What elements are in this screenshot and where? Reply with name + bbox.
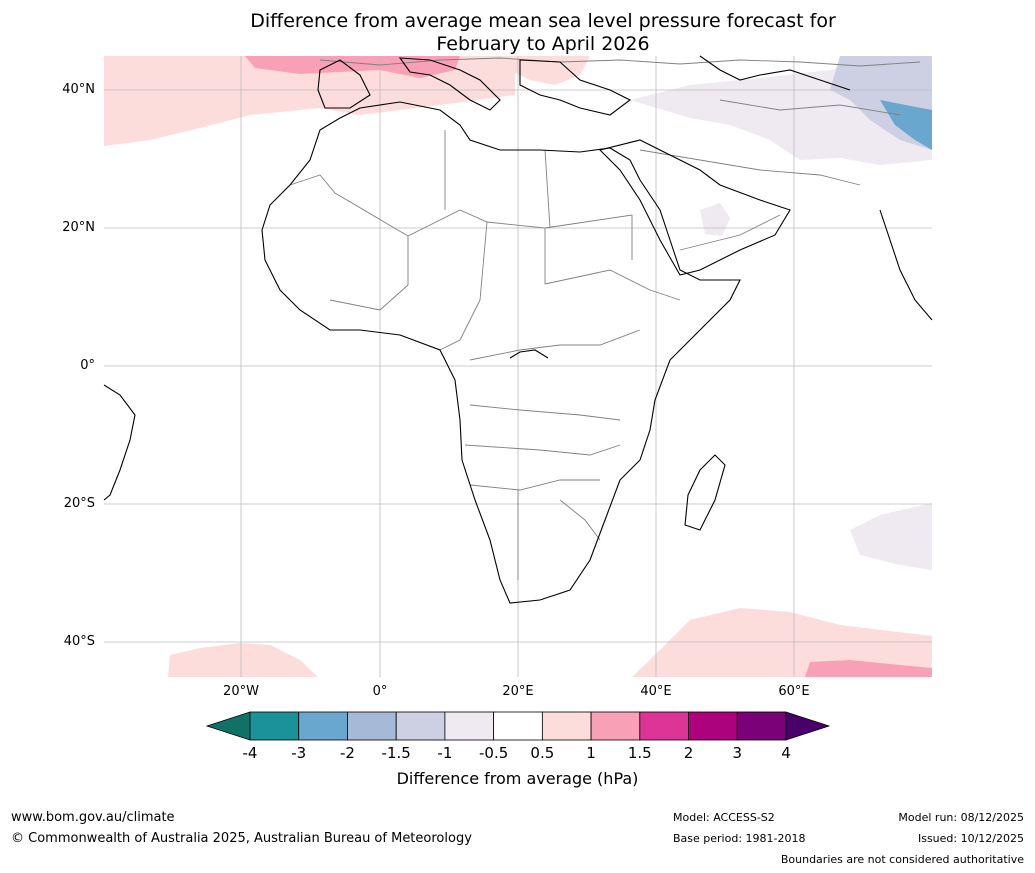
colorbar-tick-label: 1 xyxy=(586,744,596,762)
map-title: Difference from average mean sea level p… xyxy=(0,10,1035,56)
colorbar-tick-label: 2 xyxy=(683,744,694,762)
country-borders xyxy=(289,57,921,580)
anomaly-shading xyxy=(104,56,932,677)
lat-label-20n: 20°N xyxy=(62,220,95,235)
title-line-1: Difference from average mean sea level p… xyxy=(250,10,836,32)
iberia-coastline xyxy=(317,59,371,109)
colorbar-segment xyxy=(590,711,641,741)
colorbar-tick-label: -1.5 xyxy=(381,744,411,762)
footer-base-period: Base period: 1981-2018 xyxy=(673,832,806,845)
anomaly-area-indian-ocean xyxy=(850,503,932,570)
colorbar-segment xyxy=(736,711,787,741)
footer-disclaimer: Boundaries are not considered authoritat… xyxy=(780,853,1024,866)
lat-label-40s: 40°S xyxy=(63,634,95,649)
colorbar-tick-label: 4 xyxy=(781,744,791,762)
colorbar xyxy=(205,711,831,741)
lake-victoria-coastline xyxy=(509,349,549,359)
colorbar-extend-low xyxy=(205,711,251,741)
colorbar-segment xyxy=(541,711,592,741)
colorbar-tick-label: -3 xyxy=(291,744,307,762)
lon-label-20e: 20°E xyxy=(502,684,534,699)
colorbar-segment xyxy=(444,711,495,741)
colorbar-segment xyxy=(688,711,738,741)
colorbar-segment xyxy=(639,711,689,741)
madagascar-coastline xyxy=(684,454,726,531)
title-line-2: February to April 2026 xyxy=(436,33,650,55)
colorbar-tick-label: -4 xyxy=(242,744,258,762)
lat-label-20s: 20°S xyxy=(63,496,95,511)
colorbar-tick-label: -2 xyxy=(339,744,355,762)
anomaly-area-north-atlantic xyxy=(104,56,515,146)
colorbar-segment xyxy=(298,711,348,741)
caspian-coastline xyxy=(699,55,851,91)
anomaly-area-southern-ocean-west xyxy=(168,643,318,677)
gridlines xyxy=(104,56,932,677)
lon-label-60e: 60°E xyxy=(778,684,810,699)
coastlines xyxy=(103,55,933,604)
turkey-greece-coastline xyxy=(519,59,632,116)
footer-website: www.bom.gov.au/climate xyxy=(11,810,175,825)
colorbar-segment xyxy=(347,711,397,741)
italy-coastline xyxy=(398,57,501,111)
arabia-coastline xyxy=(598,139,791,276)
lon-label-0: 0° xyxy=(372,684,388,699)
brazil-coastline xyxy=(103,384,136,501)
lon-label-40e: 40°E xyxy=(640,684,672,699)
footer-model-run: Model run: 08/12/2025 xyxy=(898,811,1024,824)
colorbar-tick-label: 1.5 xyxy=(627,744,652,762)
footer-copyright: © Commonwealth of Australia 2025, Austra… xyxy=(11,831,472,846)
lat-label-40n: 40°N xyxy=(62,82,95,97)
colorbar-tick-label: 3 xyxy=(732,744,743,762)
lat-label-0: 0° xyxy=(80,358,95,373)
colorbar-tick-label: -1 xyxy=(437,744,453,762)
anomaly-area-afghanistan xyxy=(880,100,932,150)
anomaly-area-southern-ocean-pink xyxy=(805,660,932,677)
colorbar-extend-high xyxy=(785,711,831,741)
colorbar-tick-label: 0.5 xyxy=(530,744,555,762)
footer-model: Model: ACCESS-S2 xyxy=(673,811,775,824)
colorbar-segment xyxy=(249,711,300,741)
colorbar-tick-label: -0.5 xyxy=(478,744,509,762)
africa-coastline xyxy=(261,101,741,604)
colorbar-segment xyxy=(493,711,543,741)
anomaly-area-mediterranean xyxy=(245,56,460,78)
colorbar-label: Difference from average (hPa) xyxy=(396,769,639,788)
anomaly-area-southern-ocean-east xyxy=(632,608,932,677)
anomaly-area-balkans xyxy=(480,56,590,85)
india-coastline xyxy=(879,209,933,321)
lon-label-20w: 20°W xyxy=(223,684,259,699)
footer-issued: Issued: 10/12/2025 xyxy=(917,832,1024,845)
colorbar-segment xyxy=(395,711,446,741)
